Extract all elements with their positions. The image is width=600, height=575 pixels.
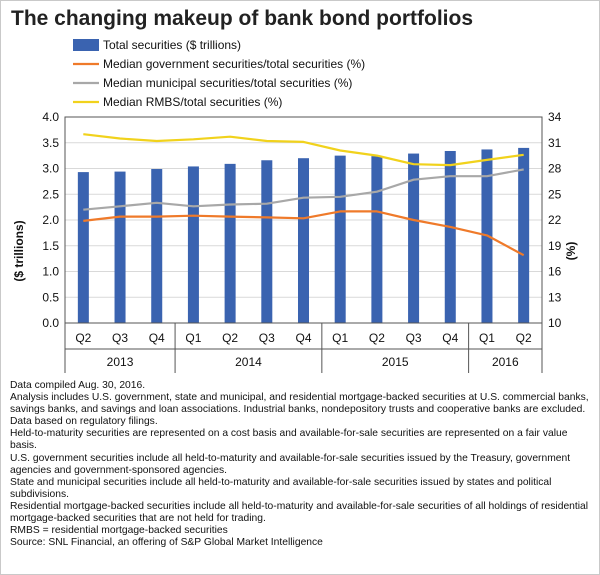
x-tick-label: Q1 (479, 331, 495, 345)
footnote-rmbs-definition: Residential mortgage-backed securities i… (10, 500, 589, 525)
x-tick-label: Q2 (222, 331, 238, 345)
footnote-date: Data compiled Aug. 30, 2016. (10, 380, 146, 391)
legend-government: Median government securities/total secur… (103, 57, 365, 71)
x-tick-label: Q4 (149, 331, 165, 345)
bar (518, 147, 530, 323)
y2-tick-label: 34 (548, 110, 562, 124)
footnote-source: Source: SNL Financial, an offering of S&… (10, 537, 323, 549)
y-tick-label: 2.0 (42, 213, 59, 227)
bar (371, 156, 383, 323)
y-tick-label: 1.5 (42, 239, 59, 253)
legend-municipal: Median municipal securities/total securi… (103, 76, 352, 90)
chart: 0.0 10 0.5 13 1.0 16 1.5 19 2.0 22 2.5 25 3.0 28 3.5 31… (12, 38, 578, 373)
footnotes: Data compiled Aug. 30, 2016. Analysis in… (10, 380, 595, 549)
y2-tick-label: 19 (548, 239, 562, 253)
bar (187, 166, 199, 323)
y2-tick-label: 22 (548, 213, 562, 227)
x-tick-label: Q1 (332, 331, 348, 345)
legend: Total securities ($ trillions) Median gov… (73, 38, 365, 109)
x-tick-label: Q2 (75, 331, 91, 345)
x-tick-label: Q3 (406, 331, 422, 345)
x-tick-label: Q4 (295, 331, 311, 345)
y2-tick-label: 25 (548, 187, 562, 201)
y2-tick-label: 10 (548, 316, 562, 330)
bar (408, 153, 420, 323)
x-tick-label: Q1 (185, 331, 201, 345)
y2-axis-label: (%) (564, 242, 578, 261)
y2-tick-label: 28 (548, 162, 562, 176)
bars (77, 147, 530, 323)
legend-rmbs: Median RMBS/total securities (%) (103, 95, 282, 109)
bar (297, 158, 310, 323)
y-tick-label: 1.0 (42, 265, 59, 279)
x-tick-label: Q3 (259, 331, 275, 345)
government-line (83, 210, 525, 257)
footnote-basis: Data based on regulatory filings. (10, 416, 158, 428)
x-tick-label: Q3 (112, 331, 128, 345)
chart-title: The changing makeup of bank bond portfol… (11, 7, 473, 30)
year-label: 2013 (107, 355, 134, 369)
footnote-municipal: State and municipal securities include a… (10, 476, 552, 500)
x-tick-label: Q4 (442, 331, 458, 345)
legend-total-securities-swatch (73, 39, 99, 51)
y-tick-label: 0.5 (42, 290, 59, 304)
footnote-valuation: Held-to-maturity securities are represen… (10, 428, 568, 452)
y-tick-label: 2.5 (42, 187, 59, 201)
y2-tick-label: 13 (548, 290, 562, 304)
y2-tick-label: 16 (548, 265, 562, 279)
footnote-scope: Analysis includes U.S. government, state… (10, 392, 589, 416)
bar (261, 160, 273, 323)
bar (151, 169, 163, 323)
footnote-rmbs-abbrev: RMBS = residential mortgage-backed secur… (10, 525, 228, 537)
legend-total-securities: Total securities ($ trillions) (103, 38, 241, 52)
footnote-government: U.S. government securities include all h… (10, 452, 571, 476)
x-tick-label: Q2 (516, 331, 532, 345)
year-label: 2016 (492, 355, 519, 369)
year-label: 2014 (235, 355, 262, 369)
axes: 0.0 10 0.5 13 1.0 16 1.5 19 2.0 22 2.5 25 3.0 28 3.5 31… (42, 110, 562, 373)
y2-tick-label: 31 (548, 136, 562, 150)
y-axis-label: ($ trillions) (12, 220, 26, 281)
rmbs-line (83, 133, 524, 167)
bar (334, 155, 346, 323)
bar (444, 150, 456, 323)
bar (114, 171, 126, 323)
year-label: 2015 (382, 355, 409, 369)
y-tick-label: 3.0 (42, 162, 59, 176)
municipal-line (83, 168, 524, 211)
plot-border (64, 116, 543, 324)
y-tick-label: 0.0 (42, 316, 59, 330)
series-lines (83, 133, 525, 257)
y-tick-label: 4.0 (42, 110, 59, 124)
bar (77, 172, 89, 323)
y-tick-label: 3.5 (42, 136, 59, 150)
x-tick-label: Q2 (369, 331, 385, 345)
bar (224, 163, 236, 323)
